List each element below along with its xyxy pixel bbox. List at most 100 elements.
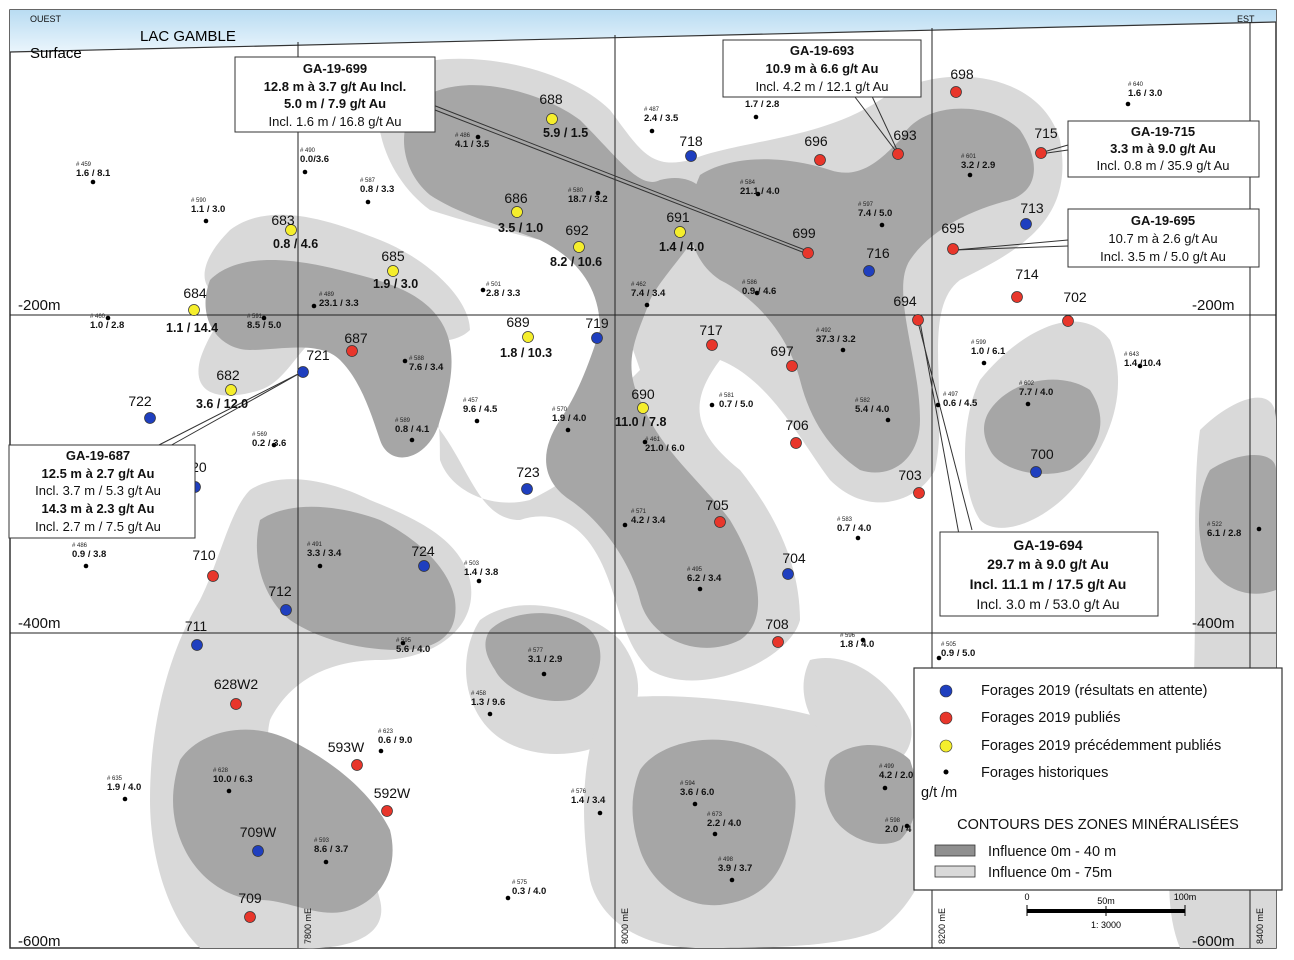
historic-hole-marker (1025, 401, 1031, 407)
easting-8200: 8200 mE (937, 908, 947, 944)
hole-marker-708 (772, 636, 784, 648)
hole-marker-697 (786, 360, 798, 372)
historic-hole-id: # 589 (395, 418, 411, 424)
historic-hole-marker (936, 655, 942, 661)
historic-hole-result: 2.8 / 3.3 (486, 288, 520, 299)
hole-marker-710 (207, 570, 219, 582)
hole-marker-592W (381, 805, 393, 817)
historic-hole-marker (105, 315, 111, 321)
hole-marker-722 (144, 412, 156, 424)
historic-hole-result: 21.1 / 4.0 (740, 186, 780, 197)
legend-previous-marker (939, 739, 953, 753)
historic-hole-id: # 492 (816, 328, 832, 334)
legend-historic: Forages historiques (981, 765, 1108, 781)
historic-hole-marker (885, 417, 891, 423)
historic-hole-result: 0.6 / 4.5 (943, 398, 978, 409)
hole-result-683: 0.8 / 4.6 (273, 237, 318, 251)
callout-title: GA-19-687 (66, 448, 130, 463)
historic-hole-result: 1.7 / 2.8 (745, 99, 779, 110)
hole-marker-721 (297, 366, 309, 378)
scale-tick-50: 50m (1097, 896, 1115, 906)
easting-8400: 8400 mE (1255, 908, 1265, 944)
historic-hole-id: # 623 (378, 729, 394, 735)
callout-title: GA-19-693 (790, 43, 854, 58)
hole-label-685: 685 (381, 248, 405, 264)
historic-hole-id: # 490 (300, 148, 316, 154)
callout-line: Incl. 4.2 m / 12.1 g/t Au (756, 79, 889, 94)
hole-result-685: 1.9 / 3.0 (373, 277, 418, 291)
hole-label-710: 710 (192, 547, 216, 563)
callout-line: 29.7 m à 9.0 g/t Au (987, 556, 1109, 572)
historic-hole-id: # 462 (631, 282, 647, 288)
historic-hole-result: 0.0/3.6 (300, 154, 329, 165)
historic-hole-marker (480, 287, 486, 293)
hole-label-702: 702 (1063, 289, 1087, 305)
historic-hole-marker (1125, 101, 1131, 107)
historic-hole-marker (755, 191, 761, 197)
historic-hole-id: # 582 (855, 398, 871, 404)
historic-hole-marker (692, 801, 698, 807)
historic-hole-result: 0.3 / 4.0 (512, 886, 546, 897)
hole-result-689: 1.8 / 10.3 (500, 346, 552, 360)
hole-marker-709W (252, 845, 264, 857)
hole-label-686: 686 (504, 190, 528, 206)
historic-hole-id: # 501 (486, 282, 502, 288)
historic-hole-id: # 580 (568, 188, 584, 194)
callout-line: Incl. 3.7 m / 5.3 g/t Au (35, 483, 161, 498)
scale-tick-100: 100m (1174, 892, 1197, 902)
historic-hole-id: # 628 (213, 768, 229, 774)
historic-hole-id: # 602 (1019, 381, 1035, 387)
historic-hole-marker (753, 114, 759, 120)
historic-hole-id: # 571 (631, 509, 647, 515)
historic-hole-marker (487, 711, 493, 717)
historic-hole-id: # 499 (879, 764, 895, 770)
callout-line: Incl. 3.0 m / 53.0 g/t Au (976, 596, 1119, 612)
historic-hole-result: 8.6 / 3.7 (314, 844, 348, 855)
historic-hole-marker (261, 315, 267, 321)
historic-hole-id: # 590 (191, 198, 207, 204)
hole-marker-628W2 (230, 698, 242, 710)
hole-result-690: 11.0 / 7.8 (615, 415, 666, 429)
legend-previous: Forages 2019 précédemment publiés (981, 738, 1221, 754)
historic-hole-result: 4.1 / 3.5 (455, 139, 490, 150)
historic-hole-marker (754, 290, 760, 296)
easting-7800: 7800 mE (303, 908, 313, 944)
historic-hole-id: # 583 (837, 517, 853, 523)
easting-8000: 8000 mE (620, 908, 630, 944)
historic-hole-result: 3.1 / 2.9 (528, 654, 562, 665)
legend-outer-swatch (934, 865, 976, 878)
historic-hole-id: # 593 (314, 838, 330, 844)
hole-label-688: 688 (539, 91, 563, 107)
callout-line: 3.3 m à 9.0 g/t Au (1110, 141, 1216, 156)
hole-marker-685 (387, 265, 399, 277)
historic-hole-result: 0.7 / 4.0 (837, 523, 871, 534)
historic-hole-marker (476, 578, 482, 584)
historic-hole-marker (378, 748, 384, 754)
historic-hole-result: 0.6 / 9.0 (378, 735, 412, 746)
historic-hole-result: 4.2 / 3.4 (631, 515, 666, 526)
historic-hole-marker (904, 823, 910, 829)
historic-hole-result: 0.9 / 4.6 (742, 286, 776, 297)
historic-hole-marker (729, 877, 735, 883)
historic-hole-result: 7.4 / 3.4 (631, 288, 666, 299)
historic-hole-id: # 522 (1207, 522, 1223, 528)
scale-tick-0: 0 (1024, 892, 1029, 902)
historic-hole-marker (203, 218, 209, 224)
historic-hole-result: 1.6 / 3.0 (1128, 88, 1162, 99)
hole-marker-694 (912, 314, 924, 326)
historic-hole-id: # 457 (463, 398, 479, 404)
hole-label-687: 687 (344, 330, 368, 346)
historic-hole-result: 0.2 / 3.6 (252, 438, 286, 449)
historic-hole-result: 0.8 / 4.1 (395, 424, 430, 435)
hole-label-689: 689 (506, 314, 530, 330)
historic-hole-id: # 596 (840, 633, 856, 639)
historic-hole-marker (409, 437, 415, 443)
historic-hole-id: # 575 (512, 880, 528, 886)
callout-line: 5.0 m / 7.9 g/t Au (284, 96, 386, 111)
hole-label-719: 719 (585, 315, 609, 331)
depth-left-600: -600m (18, 933, 61, 950)
callout-line: Incl. 2.7 m / 7.5 g/t Au (35, 519, 161, 534)
depth-right-400: -400m (1192, 615, 1235, 632)
historic-hole-marker (302, 169, 308, 175)
historic-hole-id: # 591 (247, 314, 263, 320)
